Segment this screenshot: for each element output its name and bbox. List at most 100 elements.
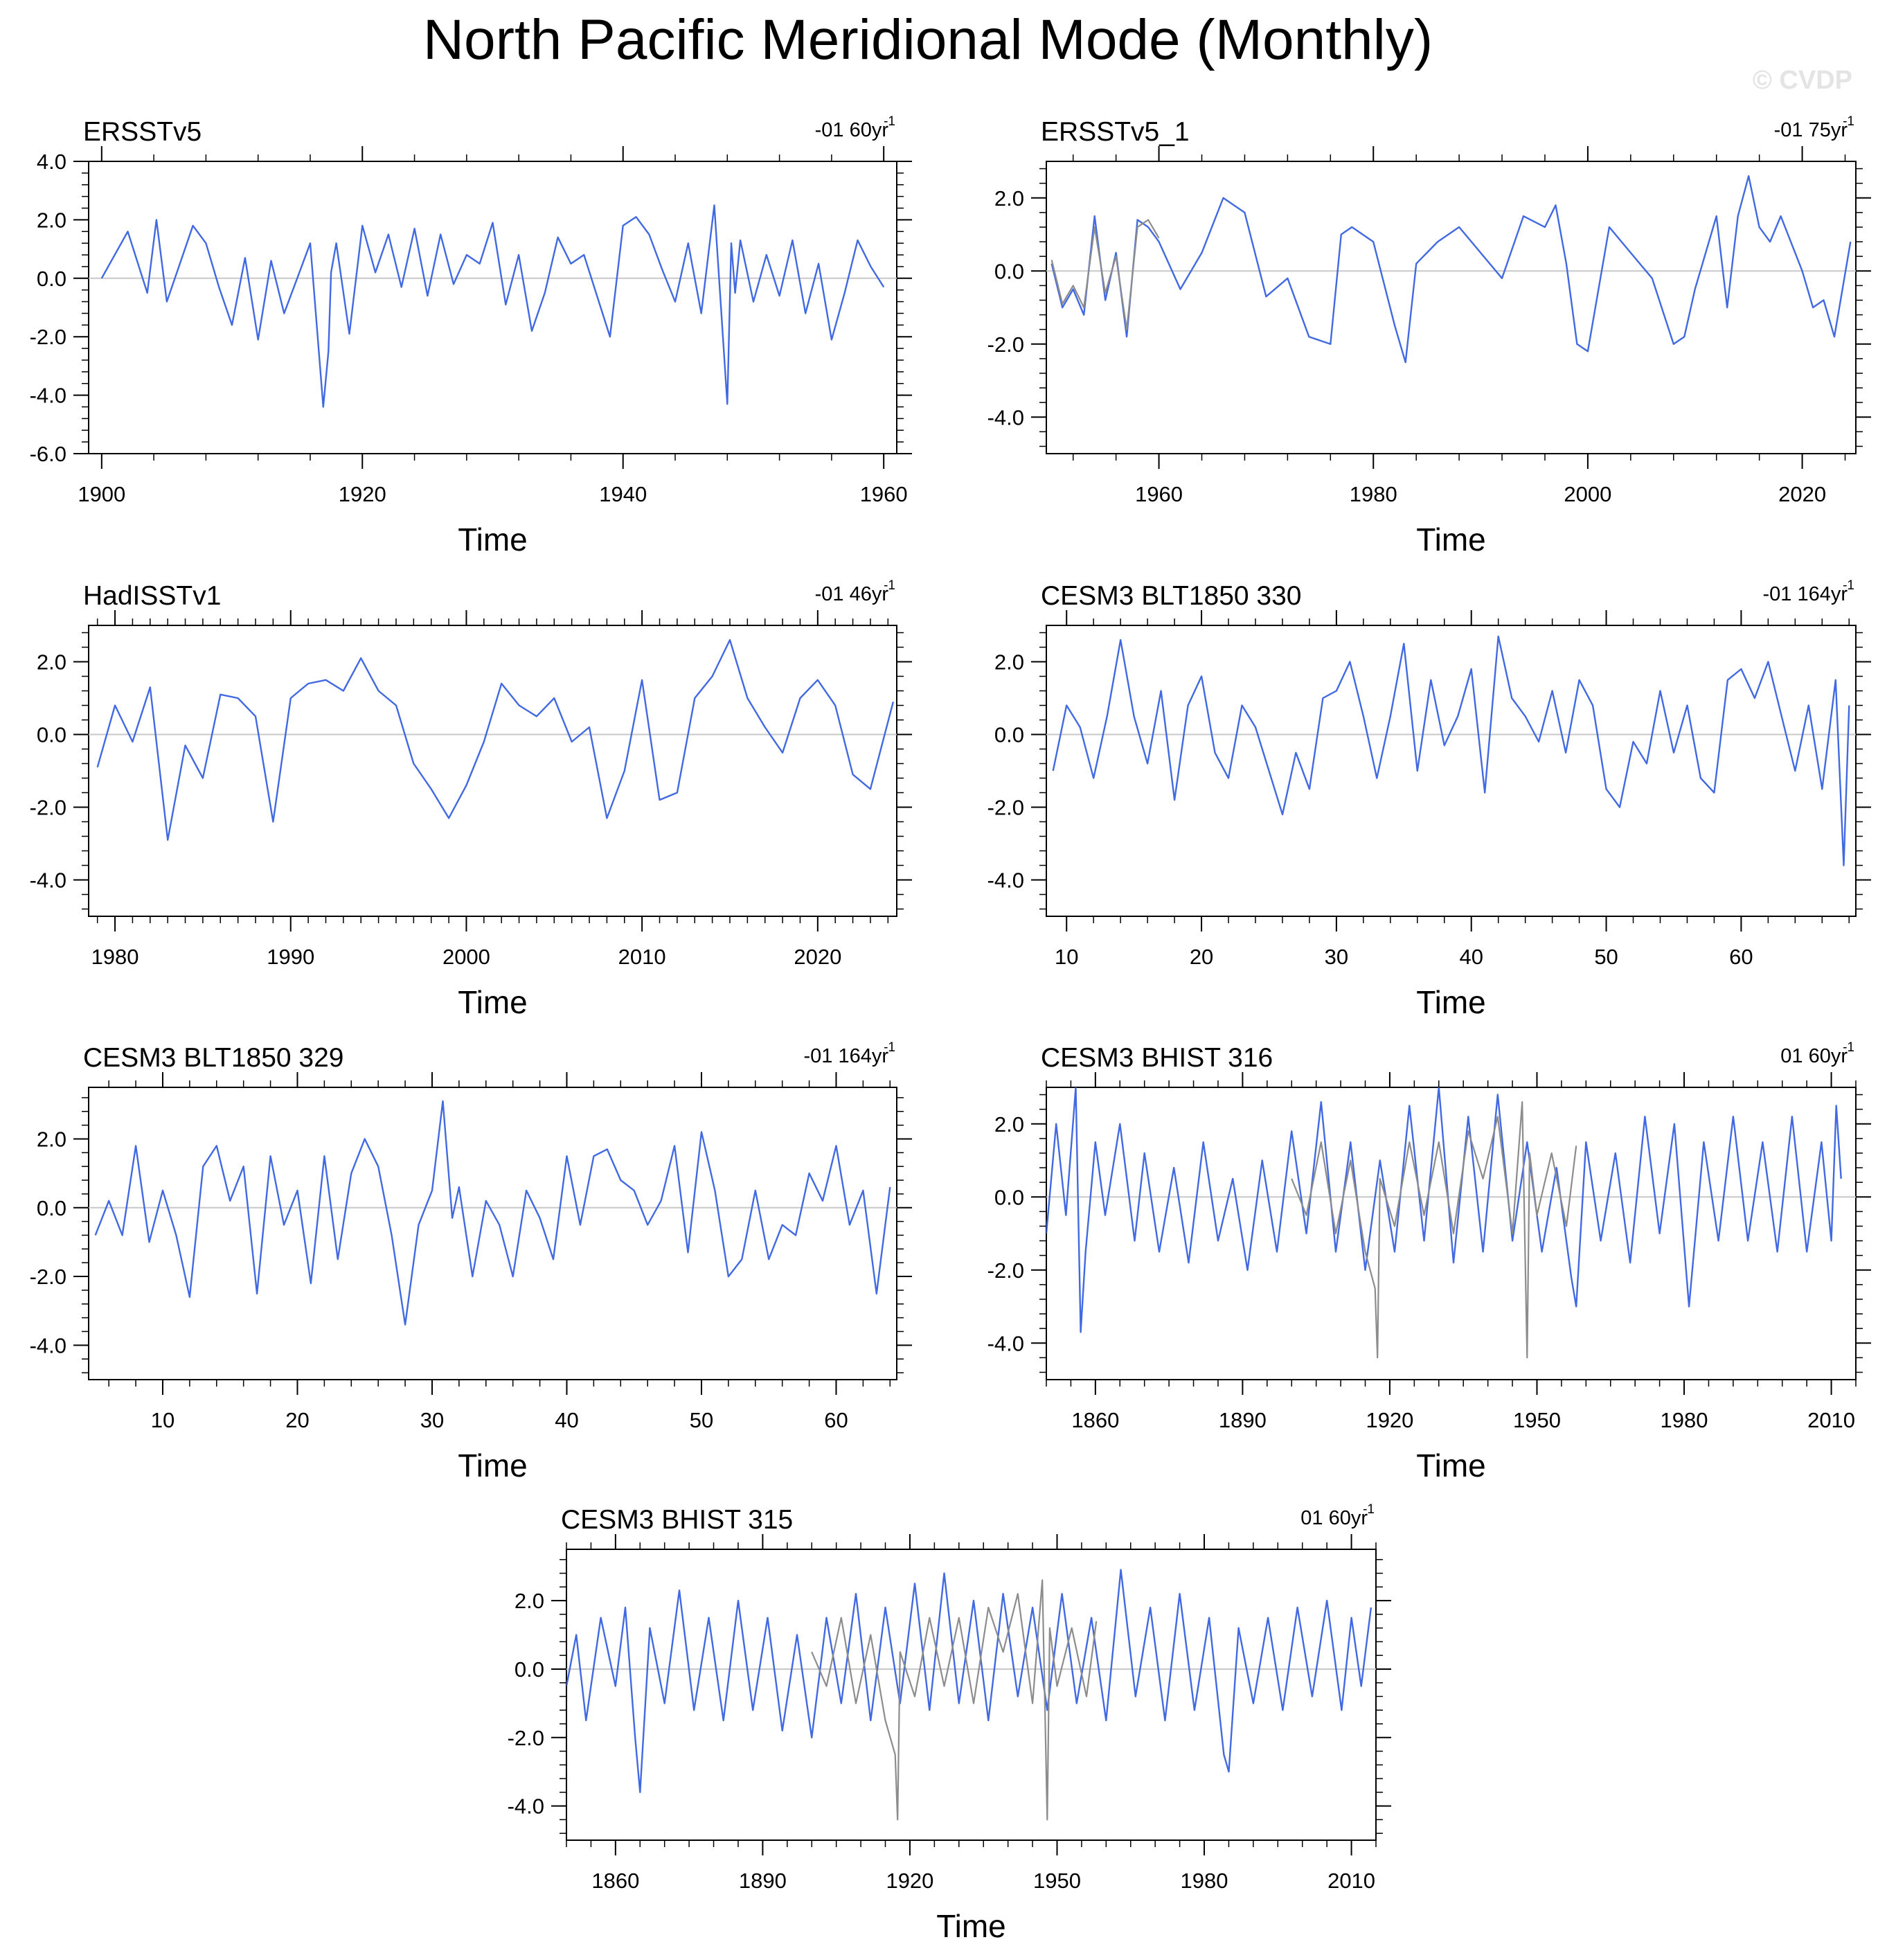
x-tick-label: 1950 bbox=[1033, 1869, 1081, 1893]
series-line bbox=[94, 1100, 891, 1326]
y-tick-label: -4.0 bbox=[987, 405, 1024, 429]
panel-1: 4.0 2.0 0.0 -2.0 -4.0 -6.0 1900 1920 1940 1960 ERS… bbox=[30, 114, 912, 558]
y-tick-label: 2.0 bbox=[37, 650, 66, 675]
y-tick-label: -2.0 bbox=[30, 796, 66, 820]
x-tick-label: 1980 bbox=[1181, 1869, 1228, 1893]
x-tick-label: 10 bbox=[151, 1408, 175, 1432]
x-tick-label: 2010 bbox=[1327, 1869, 1375, 1893]
x-tick-label: 1920 bbox=[1366, 1408, 1413, 1432]
reference-series-line bbox=[811, 1579, 1098, 1821]
x-axis-label: Time bbox=[458, 984, 528, 1020]
panel-title: CESM3 BLT1850 329 bbox=[83, 1043, 344, 1073]
series-line bbox=[1052, 635, 1850, 866]
panel-6: 2.0 0.0 -2.0 -4.0 1860 1890 1920 1950 1980 2010 CE… bbox=[987, 1040, 1871, 1484]
panel-title: CESM3 BLT1850 330 bbox=[1041, 581, 1302, 611]
series-line bbox=[1050, 175, 1852, 364]
x-tick-label: 1960 bbox=[1135, 482, 1183, 506]
y-tick-label: 4.0 bbox=[37, 150, 66, 174]
y-tick-label: 0.0 bbox=[994, 1185, 1024, 1209]
x-tick-label: 50 bbox=[1594, 945, 1618, 969]
plot-frame bbox=[88, 161, 897, 454]
x-tick-label: 2020 bbox=[1778, 482, 1826, 506]
x-axis-label: Time bbox=[1416, 522, 1486, 558]
x-tick-label: 2020 bbox=[794, 945, 841, 969]
plot-frame bbox=[1046, 625, 1857, 917]
x-tick-label: 1860 bbox=[591, 1869, 639, 1893]
x-tick-label: 1980 bbox=[1661, 1408, 1708, 1432]
panels-container: 4.0 2.0 0.0 -2.0 -4.0 -6.0 1900 1920 1940 1960 ERS… bbox=[30, 114, 1871, 1944]
plot-frame bbox=[566, 1549, 1377, 1841]
panel-annotation: 01 60yr bbox=[1780, 1045, 1848, 1067]
panel-annotation-superscript: -1 bbox=[1363, 1502, 1375, 1517]
series-line bbox=[1046, 1087, 1842, 1333]
panel-7: 2.0 0.0 -2.0 -4.0 1860 1890 1920 1950 1980 2010 CE… bbox=[508, 1502, 1391, 1944]
y-tick-label: -4.0 bbox=[30, 868, 66, 893]
panel-annotation-superscript: -1 bbox=[1843, 1040, 1854, 1055]
x-axis-label: Time bbox=[458, 1447, 528, 1484]
panel-annotation-superscript: -1 bbox=[1843, 578, 1854, 593]
watermark: © CVDP bbox=[1753, 66, 1852, 95]
x-tick-label: 1980 bbox=[1350, 482, 1397, 506]
plot-frame bbox=[88, 625, 897, 917]
panel-annotation: -01 75yr bbox=[1774, 119, 1848, 141]
x-tick-label: 2010 bbox=[1807, 1408, 1855, 1432]
y-tick-label: -6.0 bbox=[30, 442, 66, 466]
y-tick-label: 0.0 bbox=[994, 723, 1024, 747]
x-tick-label: 2010 bbox=[618, 945, 666, 969]
y-tick-label: 2.0 bbox=[994, 1112, 1024, 1137]
series-line bbox=[96, 639, 895, 841]
panel-annotation-superscript: -1 bbox=[884, 114, 895, 129]
panel-annotation-superscript: -1 bbox=[884, 1040, 895, 1055]
x-axis-label: Time bbox=[936, 1908, 1006, 1944]
panel-annotation: -01 60yr bbox=[815, 119, 889, 141]
y-tick-label: 0.0 bbox=[515, 1657, 544, 1682]
x-axis-label: Time bbox=[1416, 1447, 1486, 1484]
panel-annotation: 01 60yr bbox=[1300, 1507, 1368, 1529]
panel-title: ERSSTv5 bbox=[83, 117, 202, 147]
x-tick-label: 1890 bbox=[739, 1869, 787, 1893]
x-tick-label: 1920 bbox=[886, 1869, 933, 1893]
x-tick-label: 1980 bbox=[91, 945, 139, 969]
panel-2: 2.0 0.0 -2.0 -4.0 1960 1980 2000 2020 ERSSTv5_1 -… bbox=[987, 114, 1871, 558]
y-tick-label: -4.0 bbox=[30, 384, 66, 408]
panel-annotation-superscript: -1 bbox=[884, 578, 895, 593]
y-tick-label: -2.0 bbox=[30, 1265, 66, 1289]
x-tick-label: 1890 bbox=[1219, 1408, 1267, 1432]
x-tick-label: 2000 bbox=[1564, 482, 1611, 506]
y-tick-label: -4.0 bbox=[987, 868, 1024, 893]
plot-frame bbox=[1046, 161, 1857, 454]
panel-annotation: -01 164yr bbox=[803, 1045, 888, 1067]
panel-4: 2.0 0.0 -2.0 -4.0 10 20 30 40 50 60 CESM3 BLT1850 … bbox=[987, 578, 1871, 1020]
y-tick-label: -4.0 bbox=[30, 1333, 66, 1357]
x-tick-label: 1920 bbox=[339, 482, 386, 506]
y-tick-label: -4.0 bbox=[987, 1331, 1024, 1355]
panel-3: 2.0 0.0 -2.0 -4.0 1980 1990 2000 2010 2020 HadISS… bbox=[30, 578, 912, 1020]
series-line bbox=[566, 1569, 1372, 1794]
x-tick-label: 40 bbox=[555, 1408, 578, 1432]
figure-title: North Pacific Meridional Mode (Monthly) bbox=[423, 8, 1433, 71]
y-tick-label: 2.0 bbox=[994, 650, 1024, 675]
y-tick-label: -2.0 bbox=[508, 1726, 544, 1750]
x-tick-label: 20 bbox=[1190, 945, 1213, 969]
series-line bbox=[100, 204, 885, 408]
panel-annotation: -01 164yr bbox=[1762, 583, 1848, 605]
panel-title: HadISSTv1 bbox=[83, 581, 221, 611]
x-tick-label: 60 bbox=[824, 1408, 848, 1432]
panel-title: CESM3 BHIST 316 bbox=[1041, 1043, 1273, 1073]
y-tick-label: -2.0 bbox=[987, 1258, 1024, 1283]
x-tick-label: 1860 bbox=[1071, 1408, 1119, 1432]
y-tick-label: 0.0 bbox=[37, 1196, 66, 1220]
panel-5: 2.0 0.0 -2.0 -4.0 10 20 30 40 50 60 CESM3 BLT1850 … bbox=[30, 1040, 912, 1484]
reference-series-line bbox=[1050, 219, 1160, 330]
y-tick-label: 0.0 bbox=[37, 723, 66, 747]
y-tick-label: -2.0 bbox=[30, 325, 66, 349]
x-tick-label: 30 bbox=[420, 1408, 444, 1432]
x-axis-label: Time bbox=[1416, 984, 1486, 1020]
x-tick-label: 1950 bbox=[1513, 1408, 1561, 1432]
x-tick-label: 2000 bbox=[442, 945, 490, 969]
x-tick-label: 20 bbox=[285, 1408, 309, 1432]
panel-annotation-superscript: -1 bbox=[1843, 114, 1854, 129]
panel-annotation: -01 46yr bbox=[815, 583, 889, 605]
plot-frame bbox=[88, 1087, 897, 1380]
